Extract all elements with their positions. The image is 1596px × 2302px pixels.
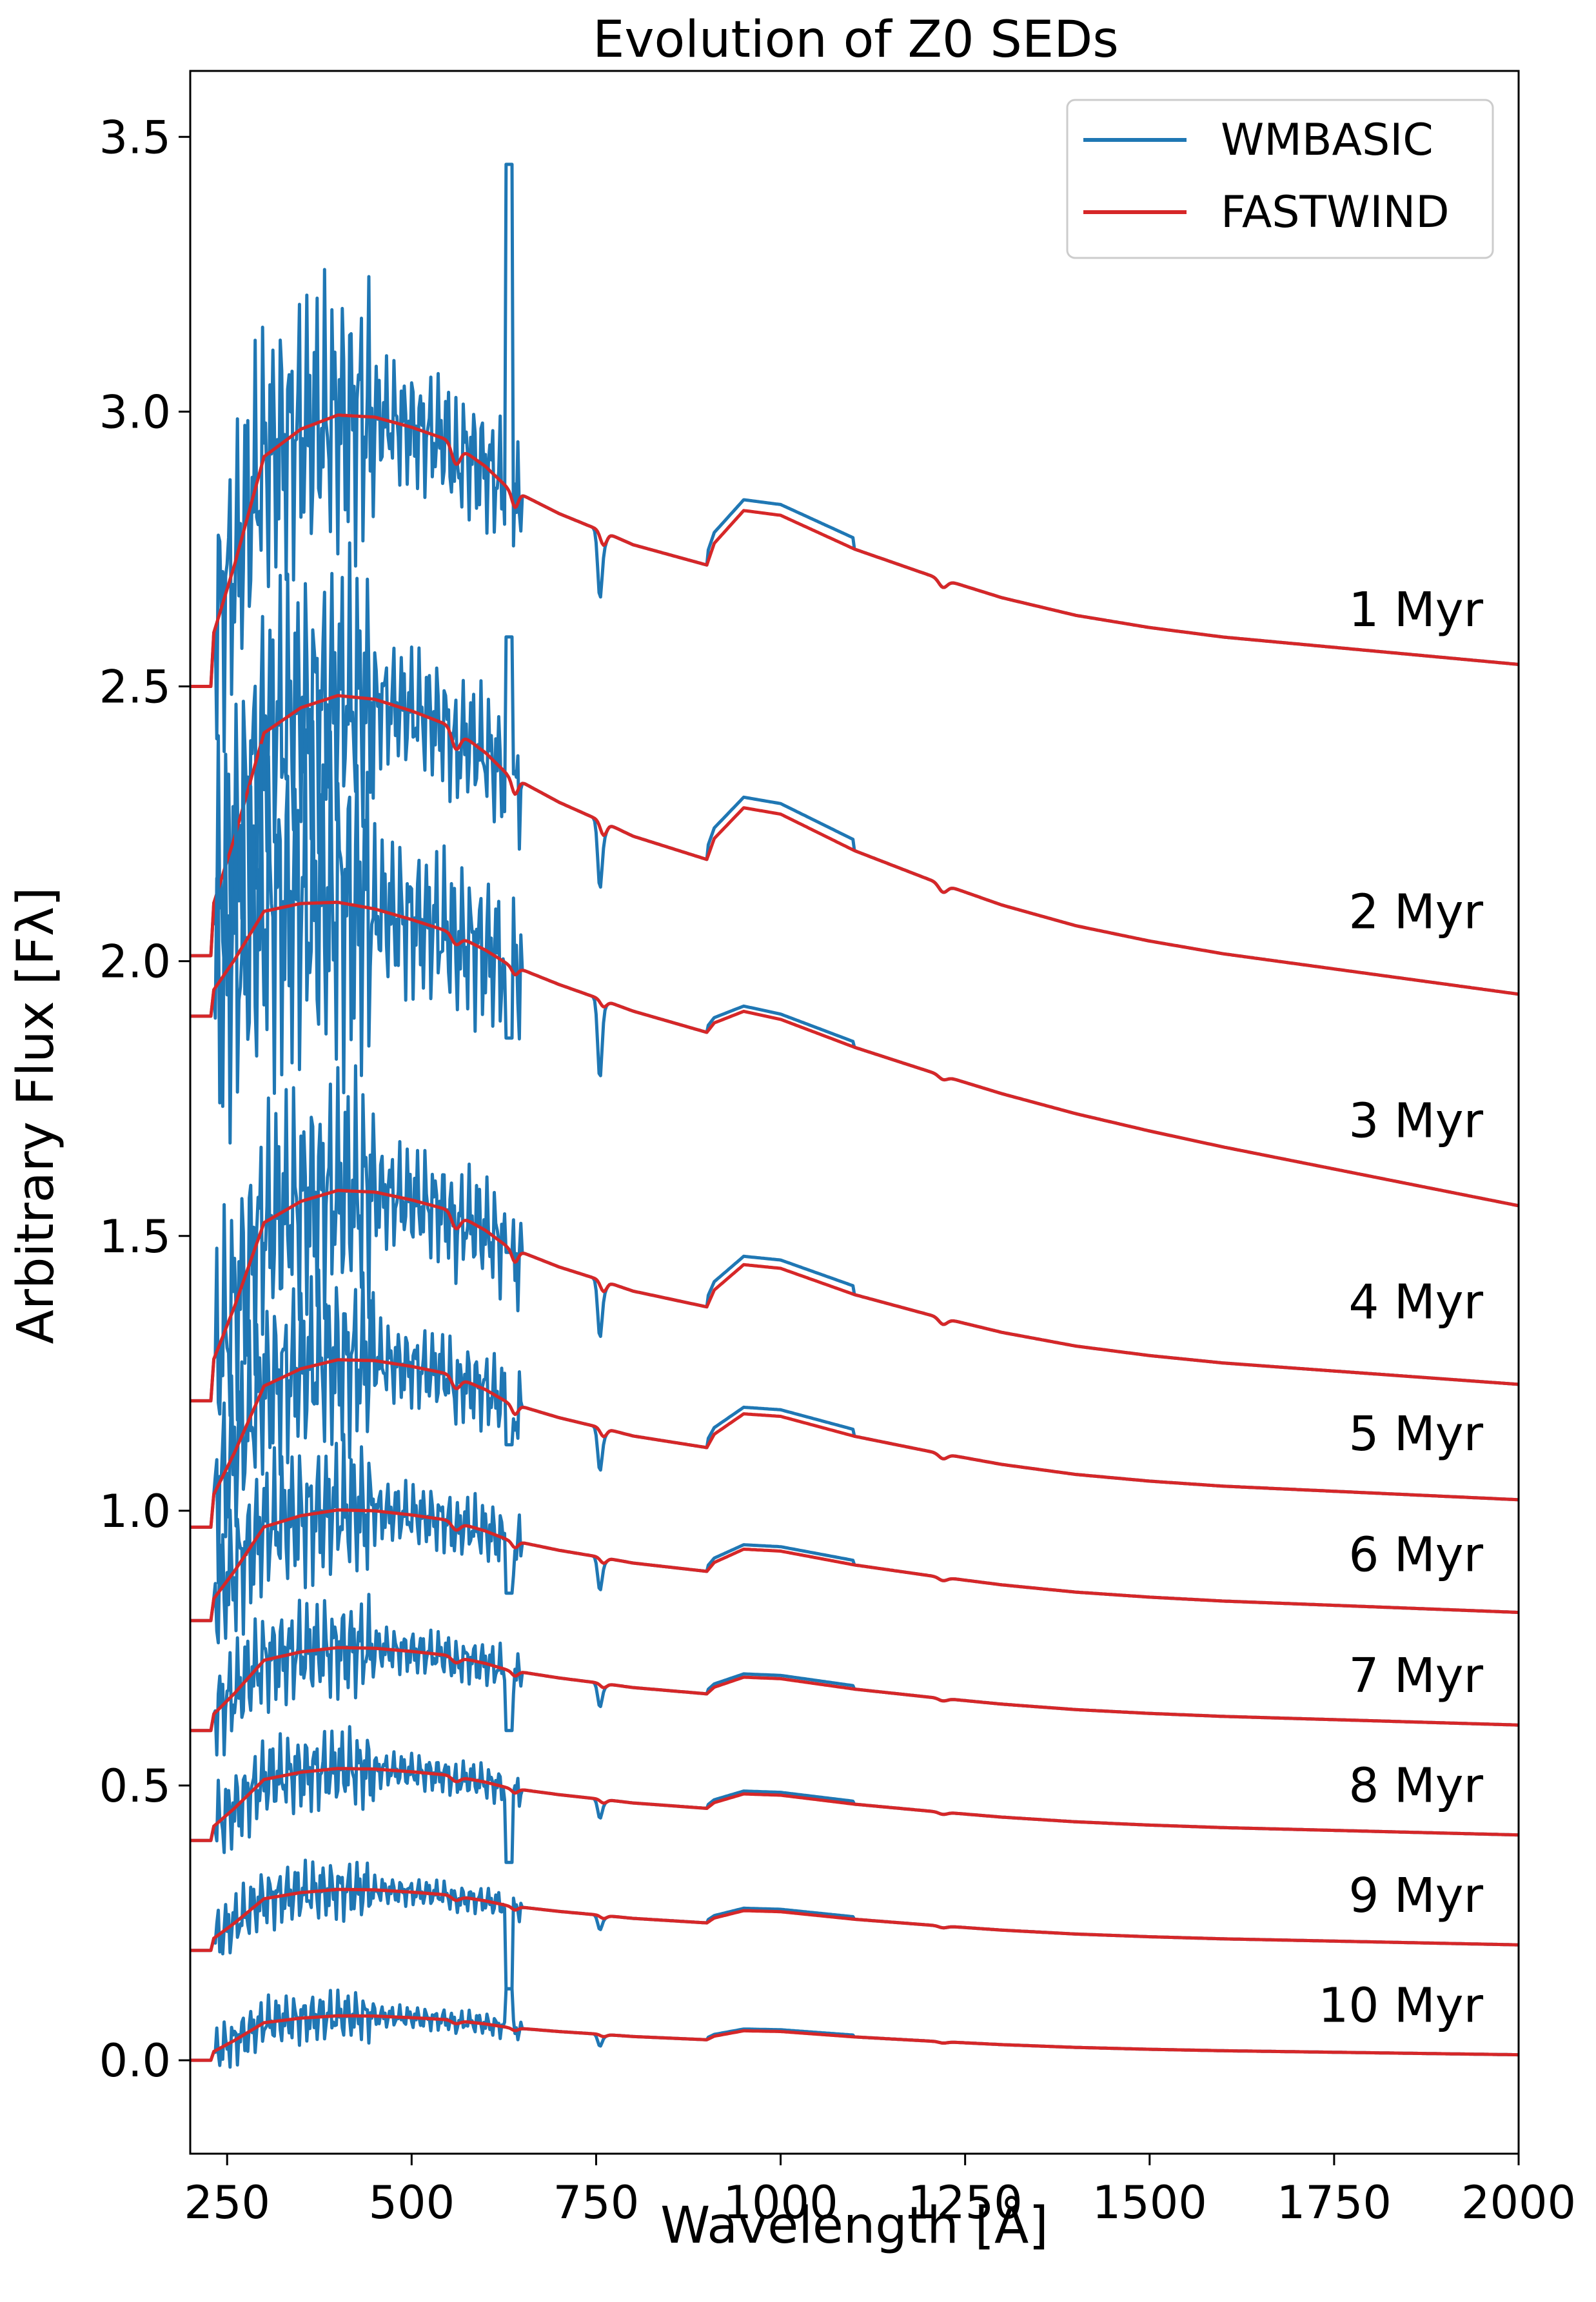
x-axis: 250 500 750 1000 1250 1500 1750 2000 <box>184 2154 1576 2229</box>
x-tick-label: 2000 <box>1461 2176 1576 2229</box>
fastwind-series-line <box>190 1358 1519 1529</box>
y-axis: 0.0 0.5 1.0 1.5 2.0 2.5 3.0 3.5 <box>99 111 190 2087</box>
legend-label-wmbasic: WMBASIC <box>1221 115 1433 166</box>
y-tick-label: 0.5 <box>99 1760 171 1813</box>
age-label: 10 Myr <box>1318 1978 1483 2033</box>
y-tick-label: 3.5 <box>99 111 171 164</box>
age-label: 4 Myr <box>1348 1275 1483 1330</box>
y-tick-label: 3.0 <box>99 386 171 438</box>
x-tick-label: 750 <box>553 2176 640 2229</box>
age-label: 2 Myr <box>1348 884 1483 939</box>
age-label: 5 Myr <box>1348 1406 1483 1462</box>
fastwind-series-line <box>190 900 1519 1208</box>
y-tick-label: 1.5 <box>99 1210 171 1263</box>
fastwind-series-line <box>190 1887 1519 1953</box>
y-tick-label: 1.0 <box>99 1485 171 1538</box>
x-tick-label: 1250 <box>908 2176 1023 2229</box>
chart-title: Evolution of Z0 SEDs <box>593 11 1119 69</box>
age-label: 6 Myr <box>1348 1528 1483 1583</box>
legend: WMBASIC FASTWIND <box>1066 99 1494 259</box>
y-tick-label: 2.0 <box>99 936 171 989</box>
fastwind-series-line <box>190 1508 1519 1622</box>
x-tick-label: 1500 <box>1092 2176 1207 2229</box>
fastwind-series-line <box>190 1188 1519 1402</box>
x-axis-label: Wavelength [Å] <box>660 2196 1049 2255</box>
age-label: 9 Myr <box>1348 1868 1483 1923</box>
x-tick-label: 500 <box>369 2176 455 2229</box>
x-tick-label: 250 <box>184 2176 270 2229</box>
plot-frame <box>189 70 1520 2155</box>
fastwind-series-line <box>190 1767 1519 1842</box>
y-tick-label: 0.0 <box>99 2034 171 2087</box>
fastwind-series-line <box>190 2014 1519 2062</box>
y-tick-label: 2.5 <box>99 661 171 714</box>
x-tick-label: 1000 <box>723 2176 838 2229</box>
age-labels: 1 Myr 2 Myr 3 Myr 4 Myr 5 Myr 6 Myr 7 Myr 8 Myr… <box>1318 582 1483 2034</box>
x-tick-label: 1750 <box>1277 2176 1392 2229</box>
fastwind-series-line <box>190 694 1519 996</box>
fastwind-series-line <box>190 1646 1519 1733</box>
age-label: 8 Myr <box>1348 1758 1483 1814</box>
age-label: 7 Myr <box>1348 1648 1483 1704</box>
plot-lines <box>190 162 1519 2069</box>
fastwind-series-line <box>190 413 1519 688</box>
age-label: 3 Myr <box>1348 1093 1483 1148</box>
legend-label-fastwind: FASTWIND <box>1221 187 1450 238</box>
age-label: 1 Myr <box>1348 582 1483 638</box>
y-axis-label: Arbitrary Flux [Fλ] <box>7 887 65 1344</box>
